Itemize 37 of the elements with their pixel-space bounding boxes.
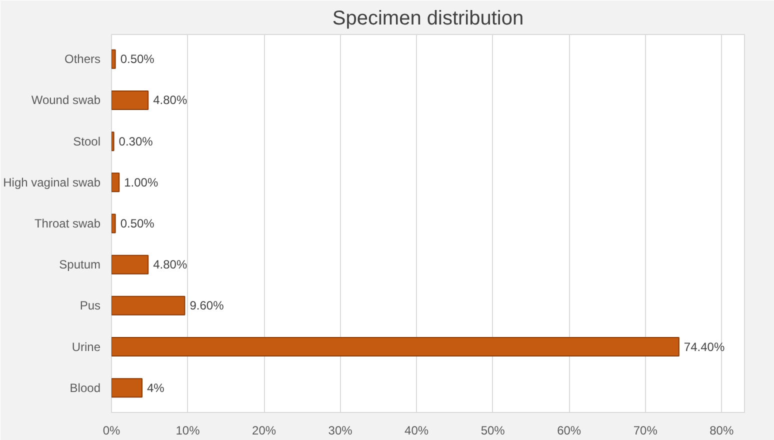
y-tick-label: Urine (72, 340, 101, 354)
y-tick-label: Pus (80, 298, 101, 313)
bar (112, 172, 120, 192)
x-tick-label: 0% (102, 424, 120, 438)
y-tick-label: High vaginal swab (3, 175, 101, 190)
x-tick-label: 40% (404, 424, 429, 438)
y-tick-label: Sputum (59, 258, 101, 272)
x-tick-label: 80% (710, 424, 734, 438)
y-tick-label: Stool (73, 134, 101, 148)
x-tick-label: 20% (252, 424, 276, 438)
bar (112, 90, 149, 110)
y-tick-label: Others (64, 52, 101, 66)
data-label: 4.80% (153, 258, 188, 272)
data-label: 0.30% (118, 134, 154, 148)
data-label: 4.80% (153, 93, 188, 108)
bar (112, 254, 149, 274)
data-label: 74.40% (684, 340, 725, 354)
x-tick-label: 30% (328, 424, 353, 438)
x-tick-label: 10% (176, 424, 200, 438)
bar (112, 214, 116, 234)
data-label: 1.00% (124, 175, 158, 190)
bar (112, 337, 680, 357)
data-label: 9.60% (190, 298, 224, 313)
bar (112, 296, 186, 316)
bar (112, 49, 116, 69)
data-label: 0.50% (120, 52, 155, 66)
data-label: 0.50% (120, 216, 155, 230)
data-label: 4% (147, 380, 165, 395)
x-tick-label: 60% (557, 424, 582, 438)
x-tick-label: 70% (633, 424, 658, 438)
chart-title: Specimen distribution (332, 8, 524, 30)
x-tick-label: 50% (480, 424, 506, 438)
y-tick-label: Throat swab (34, 216, 101, 230)
y-tick-label: Wound swab (31, 93, 101, 108)
bar (112, 378, 143, 398)
bar (112, 132, 114, 152)
y-tick-label: Blood (70, 380, 101, 395)
